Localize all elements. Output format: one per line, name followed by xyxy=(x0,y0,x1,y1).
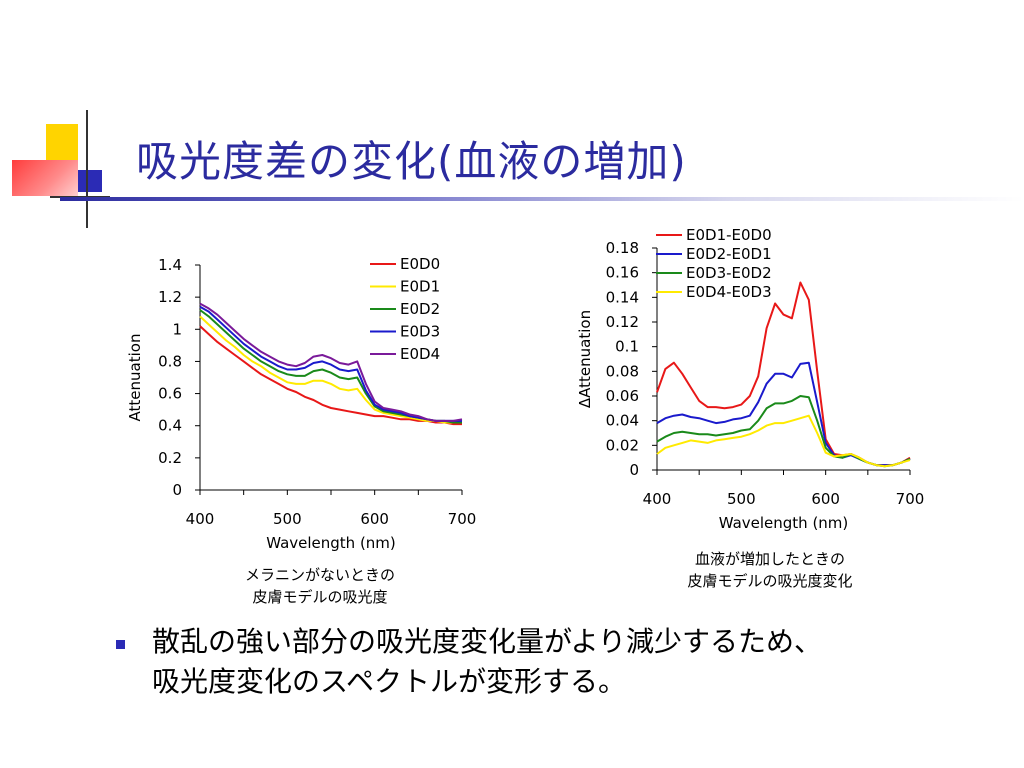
x-tick-label: 500 xyxy=(273,510,302,528)
y-tick-label: 1.2 xyxy=(158,288,182,306)
y-axis-label: Attenuation xyxy=(126,334,144,422)
legend-label: E0D2 xyxy=(400,300,440,318)
y-tick-label: 0.04 xyxy=(606,412,639,430)
caption-right-line1: 血液が増加したときの xyxy=(694,550,845,568)
caption-left-line1: メラニンがないときの xyxy=(244,566,395,584)
y-tick-label: 0.1 xyxy=(615,338,639,356)
x-axis-label: Wavelength (nm) xyxy=(719,514,849,532)
legend-label: E0D0 xyxy=(400,255,440,273)
deco-blue-square xyxy=(78,170,102,192)
y-tick-label: 0.08 xyxy=(606,362,639,380)
x-tick-label: 700 xyxy=(448,510,477,528)
legend-label: E0D1 xyxy=(400,278,440,296)
caption-left-line2: 皮膚モデルの吸光度 xyxy=(252,588,388,606)
caption-left: メラニンがないときの 皮膚モデルの吸光度 xyxy=(190,564,450,608)
y-tick-label: 0.06 xyxy=(606,387,639,405)
deco-vertical-line xyxy=(86,110,88,228)
series-line xyxy=(656,361,911,467)
delta-attenuation-chart: 400 500 600 700 0 0.02 0.04 0.06 0.08 0.1 0.12 0.14… xyxy=(576,226,925,532)
y-tick-label: 0.14 xyxy=(606,288,639,306)
bullet-text: 散乱の強い部分の吸光度変化量がより減少するため、 吸光度変化のスペクトルが変形す… xyxy=(152,622,1012,702)
attenuation-chart: 400 500 600 700 0 0.2 0.4 0.6 0.8 1 1.2 1.4 Waveleng… xyxy=(126,255,477,552)
y-tick-label: 0.8 xyxy=(158,352,182,370)
x-tick-label: 700 xyxy=(896,490,925,508)
y-tick-label: 0.02 xyxy=(606,436,639,454)
y-axis-label: ΔAttenuation xyxy=(576,310,594,408)
y-tick-label: 0 xyxy=(629,461,639,479)
y-tick-label: 0.16 xyxy=(606,264,639,282)
x-tick-label: 400 xyxy=(186,510,215,528)
y-tick-label: 0.4 xyxy=(158,417,182,435)
slide-title: 吸光度差の変化(血液の増加) xyxy=(136,137,687,186)
legend-label: E0D2-E0D1 xyxy=(686,245,772,263)
bullet-square-icon xyxy=(116,640,125,649)
legend-label: E0D3 xyxy=(400,323,440,341)
legend-label: E0D4-E0D3 xyxy=(686,283,772,301)
y-tick-label: 0.18 xyxy=(606,239,639,257)
y-tick-label: 0.2 xyxy=(158,449,182,467)
y-tick-label: 0.6 xyxy=(158,385,182,403)
caption-right-line2: 皮膚モデルの吸光度変化 xyxy=(687,572,853,590)
series-line xyxy=(656,414,911,468)
deco-yellow-square xyxy=(46,124,78,160)
deco-red-square xyxy=(12,160,78,196)
x-tick-label: 400 xyxy=(643,490,672,508)
legend-label: E0D1-E0D0 xyxy=(686,226,772,244)
series-line xyxy=(199,315,462,424)
y-tick-label: 1.4 xyxy=(158,256,182,274)
bullet-line-2: 吸光度変化のスペクトルが変形する。 xyxy=(152,665,627,698)
y-tick-label: 0 xyxy=(172,481,182,499)
series-line xyxy=(199,302,463,422)
legend-label: E0D3-E0D2 xyxy=(686,264,772,282)
x-axis-label: Wavelength (nm) xyxy=(266,534,396,552)
x-tick-label: 600 xyxy=(360,510,389,528)
series-line xyxy=(656,395,911,468)
series-line xyxy=(199,305,462,422)
x-tick-label: 500 xyxy=(727,490,756,508)
title-rule xyxy=(60,197,1024,201)
y-tick-label: 1 xyxy=(172,320,182,338)
x-tick-label: 600 xyxy=(811,490,840,508)
bullet-line-1: 散乱の強い部分の吸光度変化量がより減少するため、 xyxy=(152,625,823,658)
series-line xyxy=(199,325,462,426)
bullet-list: 散乱の強い部分の吸光度変化量がより減少するため、 吸光度変化のスペクトルが変形す… xyxy=(112,622,1012,702)
y-tick-label: 0.12 xyxy=(606,313,639,331)
caption-right: 血液が増加したときの 皮膚モデルの吸光度変化 xyxy=(640,548,900,592)
legend-label: E0D4 xyxy=(400,345,440,363)
